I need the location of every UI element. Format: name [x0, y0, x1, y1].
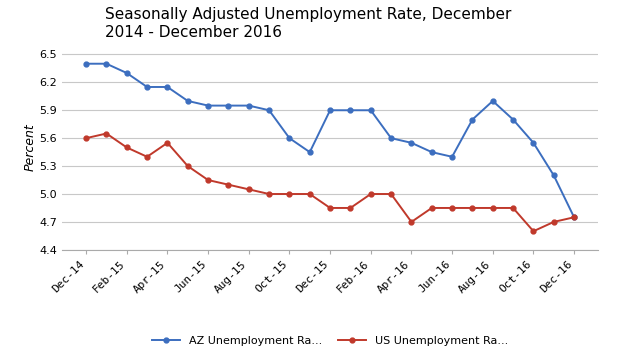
Y-axis label: Percent: Percent — [23, 124, 36, 171]
US Unemployment Ra... — [143, 155, 151, 159]
AZ Unemployment Ra... — [326, 108, 334, 112]
Line: AZ Unemployment Ra...: AZ Unemployment Ra... — [84, 61, 576, 220]
US Unemployment Ra... — [347, 206, 354, 210]
US Unemployment Ra... — [570, 215, 578, 219]
US Unemployment Ra... — [326, 206, 334, 210]
AZ Unemployment Ra... — [570, 215, 578, 219]
AZ Unemployment Ra... — [83, 62, 90, 66]
Legend: AZ Unemployment Ra..., US Unemployment Ra...: AZ Unemployment Ra..., US Unemployment R… — [147, 332, 513, 347]
AZ Unemployment Ra... — [245, 103, 252, 108]
US Unemployment Ra... — [204, 178, 212, 182]
AZ Unemployment Ra... — [164, 85, 171, 89]
US Unemployment Ra... — [489, 206, 497, 210]
US Unemployment Ra... — [449, 206, 456, 210]
US Unemployment Ra... — [83, 136, 90, 140]
US Unemployment Ra... — [387, 192, 395, 196]
AZ Unemployment Ra... — [550, 173, 557, 177]
US Unemployment Ra... — [102, 132, 110, 136]
AZ Unemployment Ra... — [347, 108, 354, 112]
AZ Unemployment Ra... — [469, 118, 476, 122]
AZ Unemployment Ra... — [123, 71, 130, 75]
US Unemployment Ra... — [550, 220, 557, 224]
AZ Unemployment Ra... — [367, 108, 375, 112]
Line: US Unemployment Ra...: US Unemployment Ra... — [84, 131, 576, 234]
AZ Unemployment Ra... — [387, 136, 395, 140]
US Unemployment Ra... — [265, 192, 273, 196]
AZ Unemployment Ra... — [306, 150, 313, 154]
US Unemployment Ra... — [123, 145, 130, 150]
US Unemployment Ra... — [225, 183, 232, 187]
US Unemployment Ra... — [408, 220, 415, 224]
US Unemployment Ra... — [367, 192, 375, 196]
US Unemployment Ra... — [286, 192, 293, 196]
AZ Unemployment Ra... — [143, 85, 151, 89]
AZ Unemployment Ra... — [225, 103, 232, 108]
AZ Unemployment Ra... — [530, 141, 537, 145]
AZ Unemployment Ra... — [184, 99, 191, 103]
Text: Seasonally Adjusted Unemployment Rate, December
2014 - December 2016: Seasonally Adjusted Unemployment Rate, D… — [105, 7, 511, 40]
US Unemployment Ra... — [530, 229, 537, 233]
AZ Unemployment Ra... — [510, 118, 517, 122]
US Unemployment Ra... — [164, 141, 171, 145]
AZ Unemployment Ra... — [408, 141, 415, 145]
AZ Unemployment Ra... — [204, 103, 212, 108]
AZ Unemployment Ra... — [449, 155, 456, 159]
US Unemployment Ra... — [510, 206, 517, 210]
AZ Unemployment Ra... — [265, 108, 273, 112]
US Unemployment Ra... — [306, 192, 313, 196]
AZ Unemployment Ra... — [489, 99, 497, 103]
US Unemployment Ra... — [184, 164, 191, 168]
AZ Unemployment Ra... — [428, 150, 436, 154]
AZ Unemployment Ra... — [102, 62, 110, 66]
US Unemployment Ra... — [428, 206, 436, 210]
US Unemployment Ra... — [469, 206, 476, 210]
US Unemployment Ra... — [245, 187, 252, 192]
AZ Unemployment Ra... — [286, 136, 293, 140]
